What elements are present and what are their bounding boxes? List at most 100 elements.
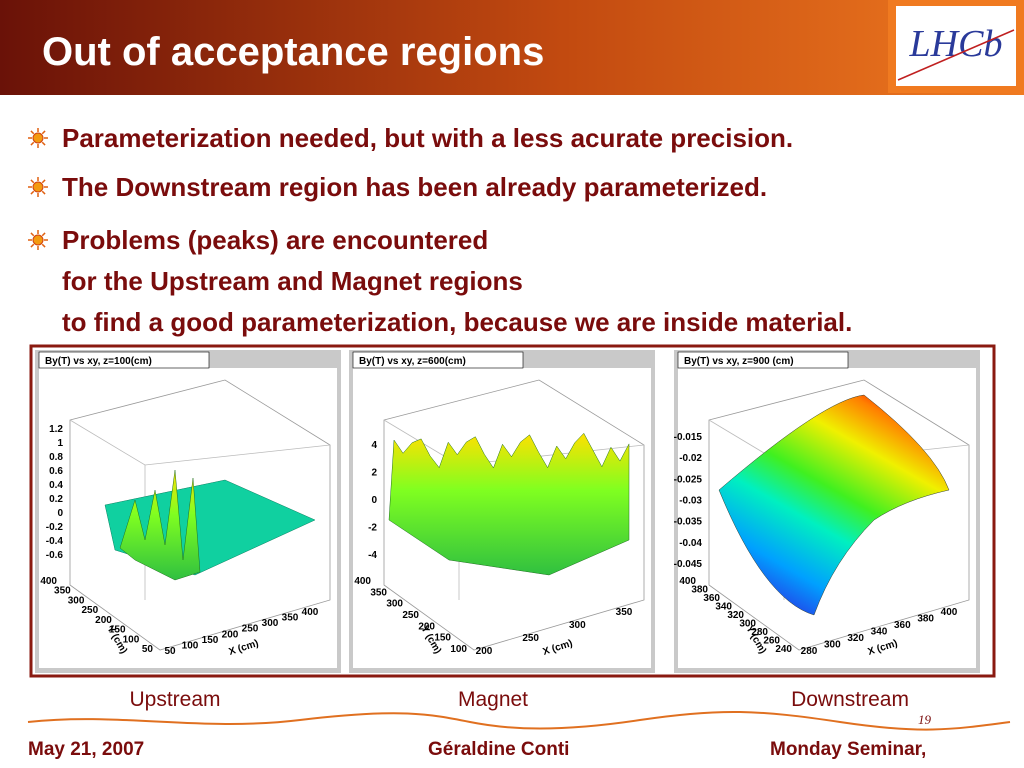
z-tick-label: -0.045 <box>674 559 703 570</box>
z-tick-label: -0.4 <box>46 536 64 547</box>
y-tick-label: 260 <box>763 636 780 647</box>
x-tick-label: 350 <box>282 613 299 624</box>
z-tick-label: -0.025 <box>674 474 703 485</box>
x-tick-label: 150 <box>202 635 219 646</box>
z-tick-label: -0.035 <box>674 517 703 528</box>
y-tick-label: 400 <box>40 576 57 587</box>
z-tick-label: -0.015 <box>674 432 703 443</box>
z-tick-label: -0.03 <box>679 496 702 507</box>
y-tick-label: 200 <box>418 621 435 632</box>
x-tick-label: 200 <box>222 629 239 640</box>
bullet-list: Parameterization needed, but with a less… <box>28 123 852 337</box>
y-tick-label: 400 <box>679 576 696 587</box>
bullet-ray <box>30 232 35 237</box>
x-tick-label: 320 <box>847 633 864 644</box>
y-tick-label: 200 <box>95 615 112 626</box>
y-tick-label: 340 <box>715 602 732 613</box>
page-number: 19 <box>918 712 932 727</box>
bullet-ray <box>41 179 46 184</box>
logo-stroke <box>897 29 1015 81</box>
x-tick-label: 250 <box>522 633 539 644</box>
y-tick-label: 150 <box>109 625 126 636</box>
box-frame <box>708 379 970 651</box>
z-tick-label: 0.2 <box>49 494 63 505</box>
title-box <box>38 351 210 369</box>
z-tick-label: -4 <box>368 550 377 561</box>
y-tick-label: 350 <box>54 586 71 597</box>
y-tick-label: 320 <box>727 610 744 621</box>
x-tick-label: 250 <box>242 624 259 635</box>
bullet-ray <box>30 179 35 184</box>
y-tick-label: 150 <box>434 633 451 644</box>
z-tick-label: 0.8 <box>49 452 63 463</box>
box-frame <box>383 379 645 651</box>
y-tick-label: 280 <box>751 627 768 638</box>
y-tick-label: 350 <box>370 587 387 598</box>
footer-event: Monday Seminar, <box>770 739 926 760</box>
x-tick-label: 300 <box>824 640 841 651</box>
y-tick-label: 100 <box>123 634 140 645</box>
plot-caption: Magnet <box>458 688 528 711</box>
figure-frame <box>29 344 996 678</box>
bullet-text: The Downstream region has been already p… <box>62 172 767 202</box>
x-tick-label: 400 <box>941 607 958 618</box>
x-tick-label: 340 <box>871 627 888 638</box>
surface <box>388 432 630 576</box>
z-tick-label: 1.2 <box>49 424 63 435</box>
z-tick-label: 0.6 <box>49 466 63 477</box>
bullet-ray <box>41 130 46 135</box>
bullet-text: Parameterization needed, but with a less… <box>62 123 793 153</box>
title-bar <box>0 0 1024 95</box>
z-tick-label: -0.04 <box>679 538 702 549</box>
z-tick-label: -2 <box>368 523 377 534</box>
z-tick-label: -0.2 <box>46 522 64 533</box>
plot-panel: By(T) vs xy, z=100(cm) 1.2 1 0.8 0.6 0.4 0.2 0 -… <box>35 350 341 673</box>
x-tick-label: 100 <box>182 640 199 651</box>
title-box <box>677 351 849 369</box>
bullet-ray <box>30 141 35 146</box>
bullet-ray <box>30 130 35 135</box>
bullet-ray <box>41 243 46 248</box>
y-tick-label: 300 <box>739 619 756 630</box>
bullet-ray <box>30 243 35 248</box>
y-tick-label: 300 <box>68 595 85 606</box>
footer-author: Géraldine Conti <box>428 739 569 760</box>
plot-caption: Upstream <box>129 688 220 711</box>
z-tick-label: -0.6 <box>46 550 64 561</box>
bullet-icon <box>32 132 44 144</box>
y-tick-label: 300 <box>386 599 403 610</box>
z-tick-label: 4 <box>371 440 377 451</box>
title-box <box>352 351 524 369</box>
x-tick-label: 350 <box>616 607 633 618</box>
footer-date: May 21, 2007 <box>28 739 144 760</box>
x-tick-label: 50 <box>164 646 176 657</box>
plot-title: By(T) vs xy, z=600(cm) <box>359 356 466 367</box>
y-tick-label: 250 <box>81 605 98 616</box>
y-tick-label: 50 <box>142 644 154 655</box>
plots: By(T) vs xy, z=100(cm) 1.2 1 0.8 0.6 0.4 0.2 0 -… <box>35 350 980 711</box>
footer-curve <box>27 710 1011 731</box>
z-tick-label: 2 <box>371 468 377 479</box>
slide-title: Out of acceptance regions <box>42 30 544 74</box>
z-tick-label: 0 <box>371 495 377 506</box>
plot-caption: Downstream <box>791 688 909 711</box>
y-tick-label: 380 <box>691 585 708 596</box>
plot-panel: By(T) vs xy, z=900 (cm) -0.015 -0.02 -0.025… <box>674 350 980 673</box>
z-tick-label: 0 <box>57 508 63 519</box>
surface <box>718 394 950 616</box>
box-frame <box>69 379 331 651</box>
x-tick-label: 400 <box>302 607 319 618</box>
bullet-ray <box>41 232 46 237</box>
bullet-ray <box>41 141 46 146</box>
surface-peaks <box>119 469 201 581</box>
bullet-text: Problems (peaks) are encountered for the… <box>62 225 852 337</box>
x-tick-label: 200 <box>476 646 493 657</box>
z-tick-label: 0.4 <box>49 480 63 491</box>
x-tick-label: 280 <box>801 646 818 657</box>
y-tick-label: 100 <box>450 644 467 655</box>
bullet-ray <box>41 190 46 195</box>
plot-title: By(T) vs xy, z=900 (cm) <box>684 356 794 367</box>
y-tick-label: 360 <box>703 593 720 604</box>
z-tick-label: 1 <box>57 438 63 449</box>
